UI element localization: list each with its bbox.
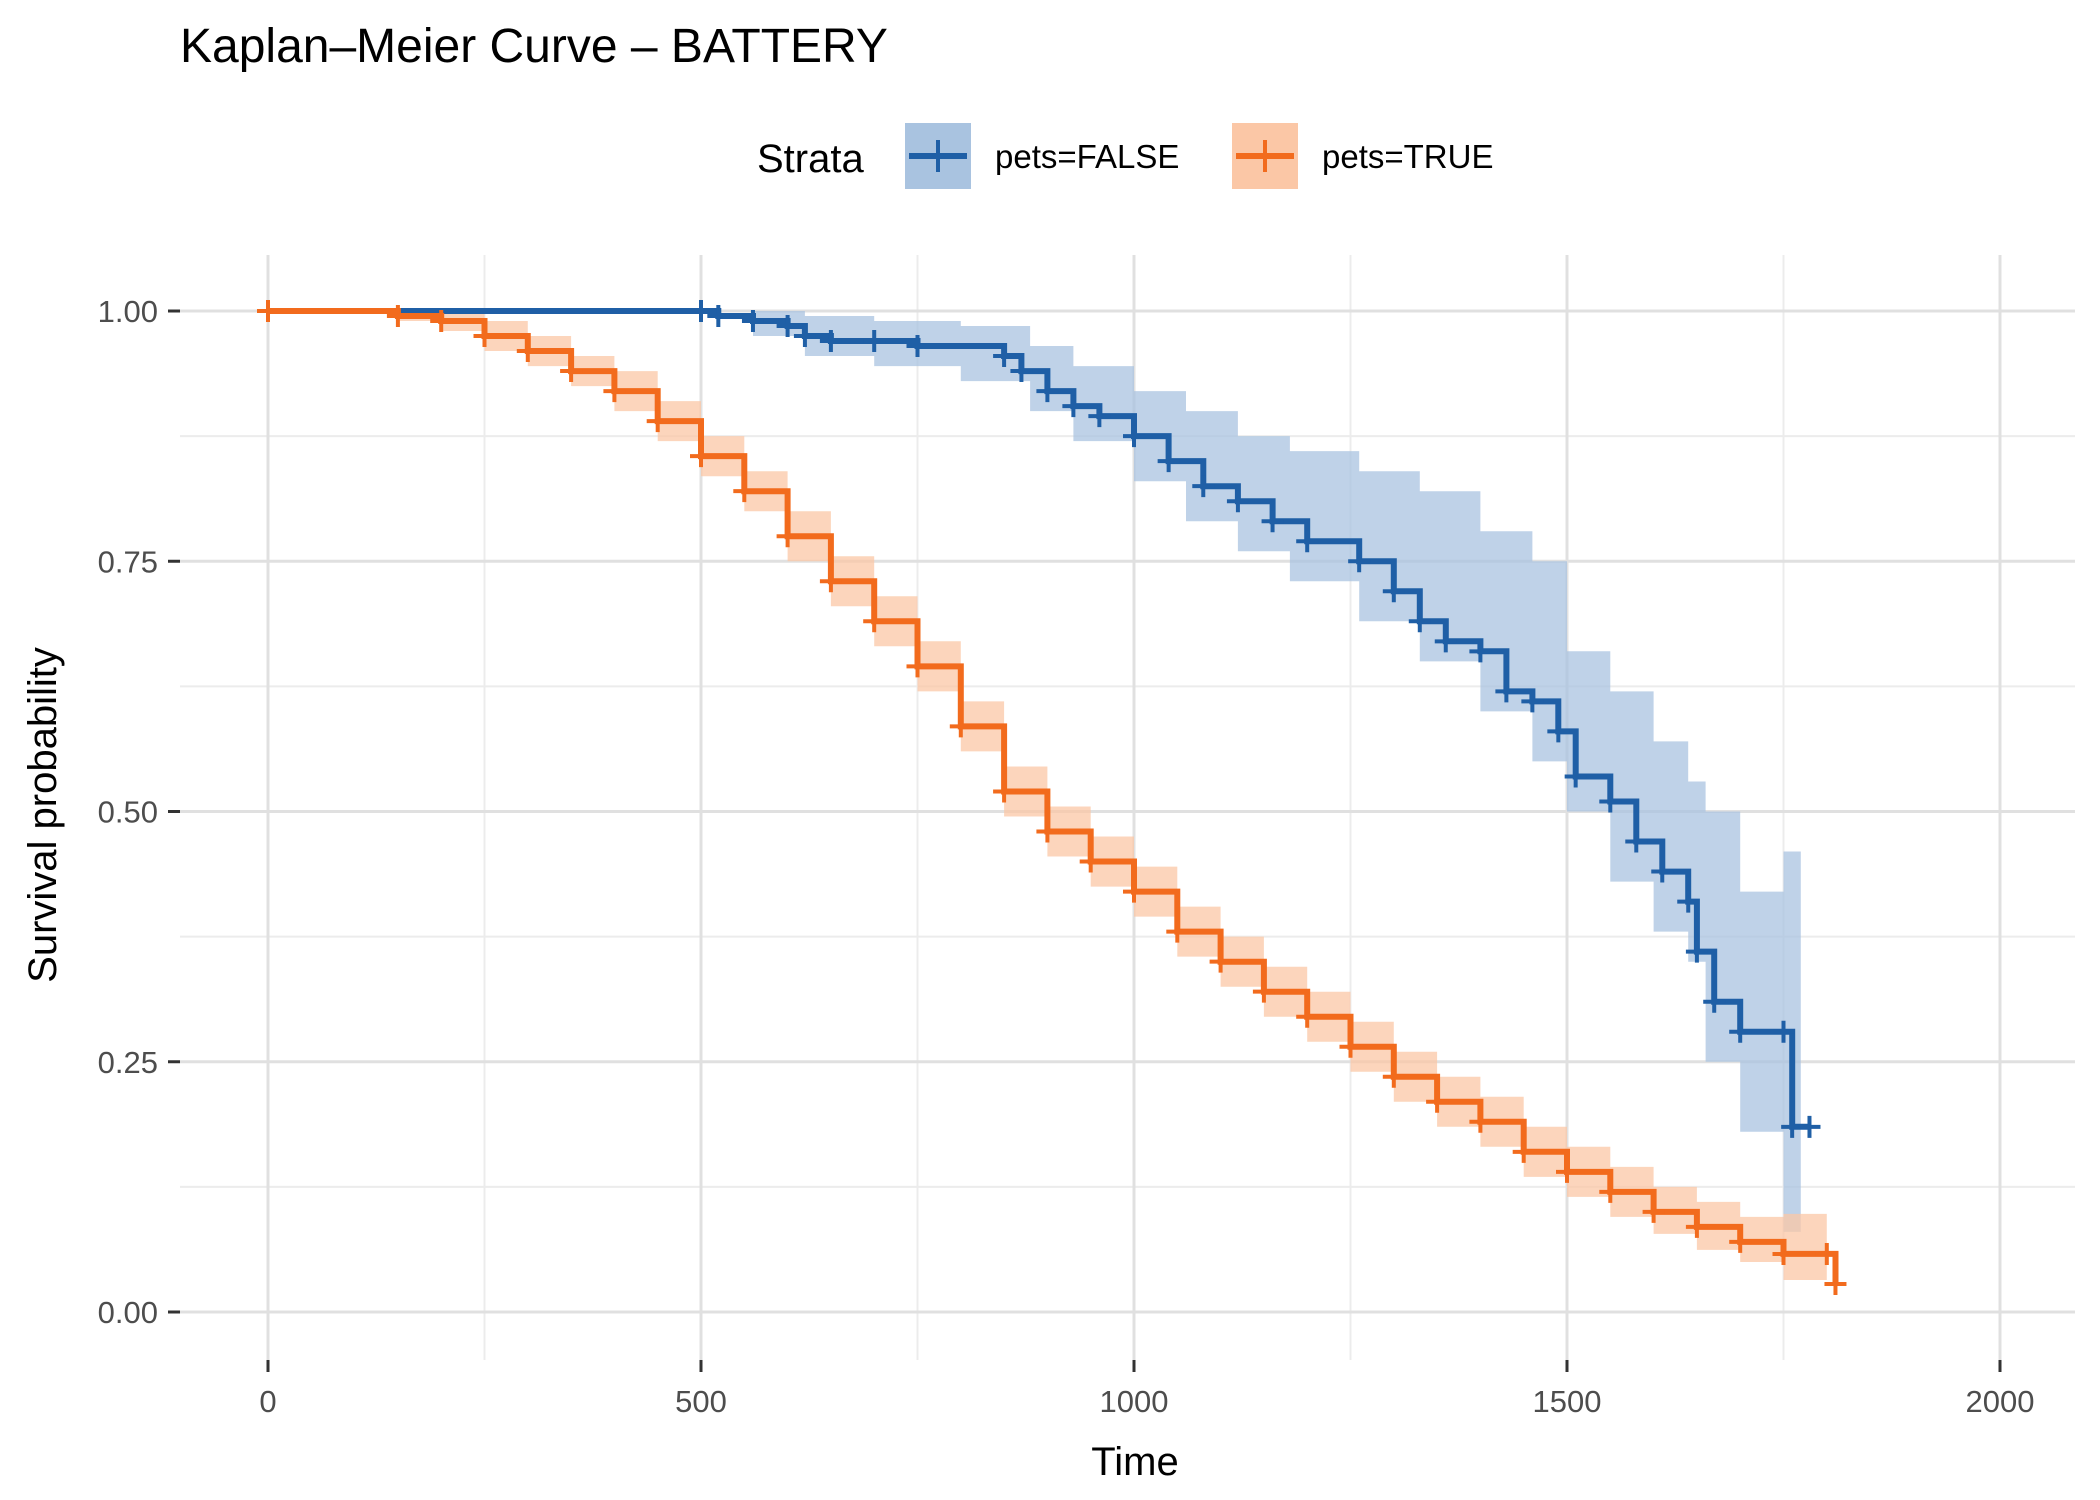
censor-mark-pets-true [1815,1242,1838,1265]
censor-mark-pets-false [1226,490,1249,513]
censor-mark-pets-false [1036,380,1059,403]
censor-mark-pets-false [1123,425,1145,448]
censor-mark-pets-false [1703,990,1726,1013]
censor-mark-pets-false [1521,690,1544,713]
censor-mark-pets-true [1123,880,1145,903]
censor-mark-pets-true [603,380,626,403]
censor-mark-pets-true [1209,950,1232,973]
censor-mark-pets-true [1729,1230,1752,1253]
censor-mark-pets-true [1556,1160,1578,1183]
censor-mark-pets-true [516,340,539,363]
censor-mark-pets-false [1382,580,1405,603]
censor-mark-pets-true [1469,1110,1492,1133]
y-tick-label: 0.75 [98,544,158,579]
x-tick-label: 1000 [1100,1384,1169,1419]
censor-mark-pets-true [1642,1200,1665,1223]
y-tick-label: 0.25 [98,1045,158,1080]
censor-mark-pets-true [1296,1005,1319,1028]
censor-mark-pets-false [1677,890,1700,913]
censor-marks [257,300,1847,1295]
censor-mark-pets-true [993,780,1016,803]
axes: 0 500 1000 1500 2000 0.00 0.25 0.50 0.75 1.00 [98,294,2035,1419]
censor-mark-pets-true [1512,1140,1535,1163]
censor-mark-pets-true [1599,1180,1622,1203]
legend-title: Strata [757,137,864,181]
censor-mark-pets-false [1547,720,1570,743]
censor-mark-pets-false [776,315,799,338]
censor-mark-pets-true [949,715,972,738]
censor-mark-pets-false [863,330,886,353]
censor-mark-pets-false [993,345,1016,368]
censor-mark-pets-true [1252,980,1275,1003]
censor-mark-pets-true [257,300,279,322]
censor-mark-pets-false [1348,550,1371,573]
censor-mark-pets-false [793,325,816,348]
y-tick-label: 1.00 [98,294,158,329]
censor-mark-pets-true [1426,1090,1449,1113]
censor-mark-pets-false [707,305,730,328]
censor-mark-pets-false [1495,680,1518,703]
censor-mark-pets-false [690,300,712,322]
censor-mark-pets-false [906,335,929,358]
x-tick-label: 500 [675,1384,727,1419]
x-tick-label: 1500 [1533,1384,1602,1419]
censor-mark-pets-true [1166,920,1189,943]
censor-mark-pets-false [1564,765,1587,788]
censor-mark-pets-false [741,310,764,333]
censor-mark-pets-true [1339,1035,1362,1058]
censor-mark-pets-true [473,325,496,348]
confidence-band-pets-false [268,311,1801,1232]
censor-mark-pets-false [1157,450,1180,473]
legend-label-false: pets=FALSE [995,138,1179,175]
censor-mark-pets-false [1261,510,1284,533]
y-axis-title: Survival probability [21,647,65,983]
censor-mark-pets-true [646,410,669,433]
censor-mark-pets-false [1434,630,1457,653]
censor-mark-pets-true [819,570,842,593]
censor-mark-pets-false [1062,395,1085,418]
censor-mark-pets-true [776,525,799,548]
censor-mark-pets-false [1469,640,1492,663]
censor-mark-pets-true [863,610,886,633]
censor-mark-pets-false [1625,830,1648,853]
y-tick-label: 0.50 [98,795,158,830]
censor-mark-pets-false [1651,860,1674,883]
chart-title: Kaplan–Meier Curve – BATTERY [180,20,888,73]
censor-mark-pets-true [1824,1272,1847,1295]
censor-mark-pets-false [1772,1020,1795,1043]
censor-mark-pets-false [819,330,842,353]
censor-mark-pets-false [1088,405,1111,428]
censor-mark-pets-true [906,655,929,678]
x-tick-label: 2000 [1966,1384,2035,1419]
legend-label-true: pets=TRUE [1322,138,1493,175]
censor-mark-pets-false [1685,940,1708,963]
censor-mark-pets-false [1729,1020,1752,1043]
censor-mark-pets-true [1079,850,1102,873]
censor-mark-pets-false [1192,475,1215,498]
censor-mark-pets-false [1599,790,1622,813]
legend: Strata pets=FALSE pets=TRUE [757,123,1493,189]
x-axis-title: Time [1091,1440,1178,1484]
censor-mark-pets-true [733,480,756,503]
censor-mark-pets-true [1685,1215,1708,1238]
censor-mark-pets-true [1036,820,1059,843]
x-tick-label: 0 [259,1384,276,1419]
censor-mark-pets-true [1772,1242,1795,1265]
censor-mark-pets-true [430,310,453,333]
censor-mark-pets-true [1382,1065,1405,1088]
y-tick-label: 0.00 [98,1295,158,1330]
censor-mark-pets-true [690,445,712,468]
censor-mark-pets-false [1010,360,1033,383]
censor-mark-pets-true [560,360,583,383]
censor-mark-pets-true [386,305,409,328]
censor-mark-pets-false [1798,1115,1821,1138]
censor-mark-pets-false [1296,530,1319,553]
censor-mark-pets-false [1408,610,1431,633]
